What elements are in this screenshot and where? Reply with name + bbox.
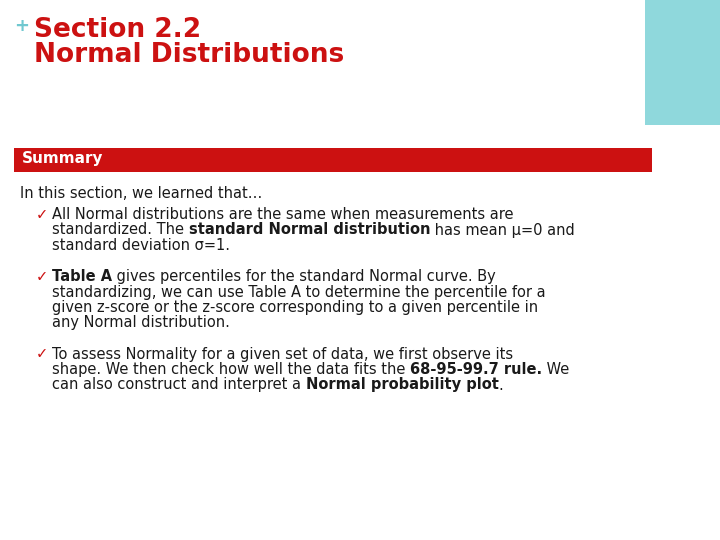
Text: standard Normal distribution: standard Normal distribution [189, 222, 430, 238]
Text: ✓: ✓ [36, 347, 48, 361]
Text: standardizing, we can use Table A to determine the percentile for a: standardizing, we can use Table A to det… [52, 285, 546, 300]
Text: Section 2.2: Section 2.2 [34, 17, 201, 43]
Text: can also construct and interpret a: can also construct and interpret a [52, 377, 305, 393]
Text: +: + [14, 17, 29, 35]
Text: In this section, we learned that…: In this section, we learned that… [20, 186, 262, 201]
Text: All Normal distributions are the same when measurements are: All Normal distributions are the same wh… [52, 207, 513, 222]
Text: gives percentiles for the standard Normal curve. By: gives percentiles for the standard Norma… [112, 269, 496, 284]
Text: shape. We then check how well the data fits the: shape. We then check how well the data f… [52, 362, 410, 377]
Text: Normal probability plot: Normal probability plot [305, 377, 498, 393]
Text: has mean μ=0 and: has mean μ=0 and [430, 222, 575, 238]
Text: given z-score or the z-score corresponding to a given percentile in: given z-score or the z-score correspondi… [52, 300, 538, 315]
Text: Normal Distributions: Normal Distributions [34, 42, 344, 68]
Text: Table A: Table A [52, 269, 112, 284]
Text: standard deviation σ=1.: standard deviation σ=1. [52, 238, 230, 253]
Text: We: We [542, 362, 570, 377]
Text: Summary: Summary [22, 151, 104, 166]
Text: ✓: ✓ [36, 269, 48, 284]
Text: .: . [498, 377, 503, 393]
Bar [14, 148, 652, 172]
Text: standardized. The: standardized. The [52, 222, 189, 238]
Text: ✓: ✓ [36, 207, 48, 222]
Text: any Normal distribution.: any Normal distribution. [52, 315, 230, 330]
Text: To assess Normality for a given set of data, we first observe its: To assess Normality for a given set of d… [52, 347, 513, 361]
Text: 68-95-99.7 rule.: 68-95-99.7 rule. [410, 362, 542, 377]
Bar [645, 0, 720, 125]
